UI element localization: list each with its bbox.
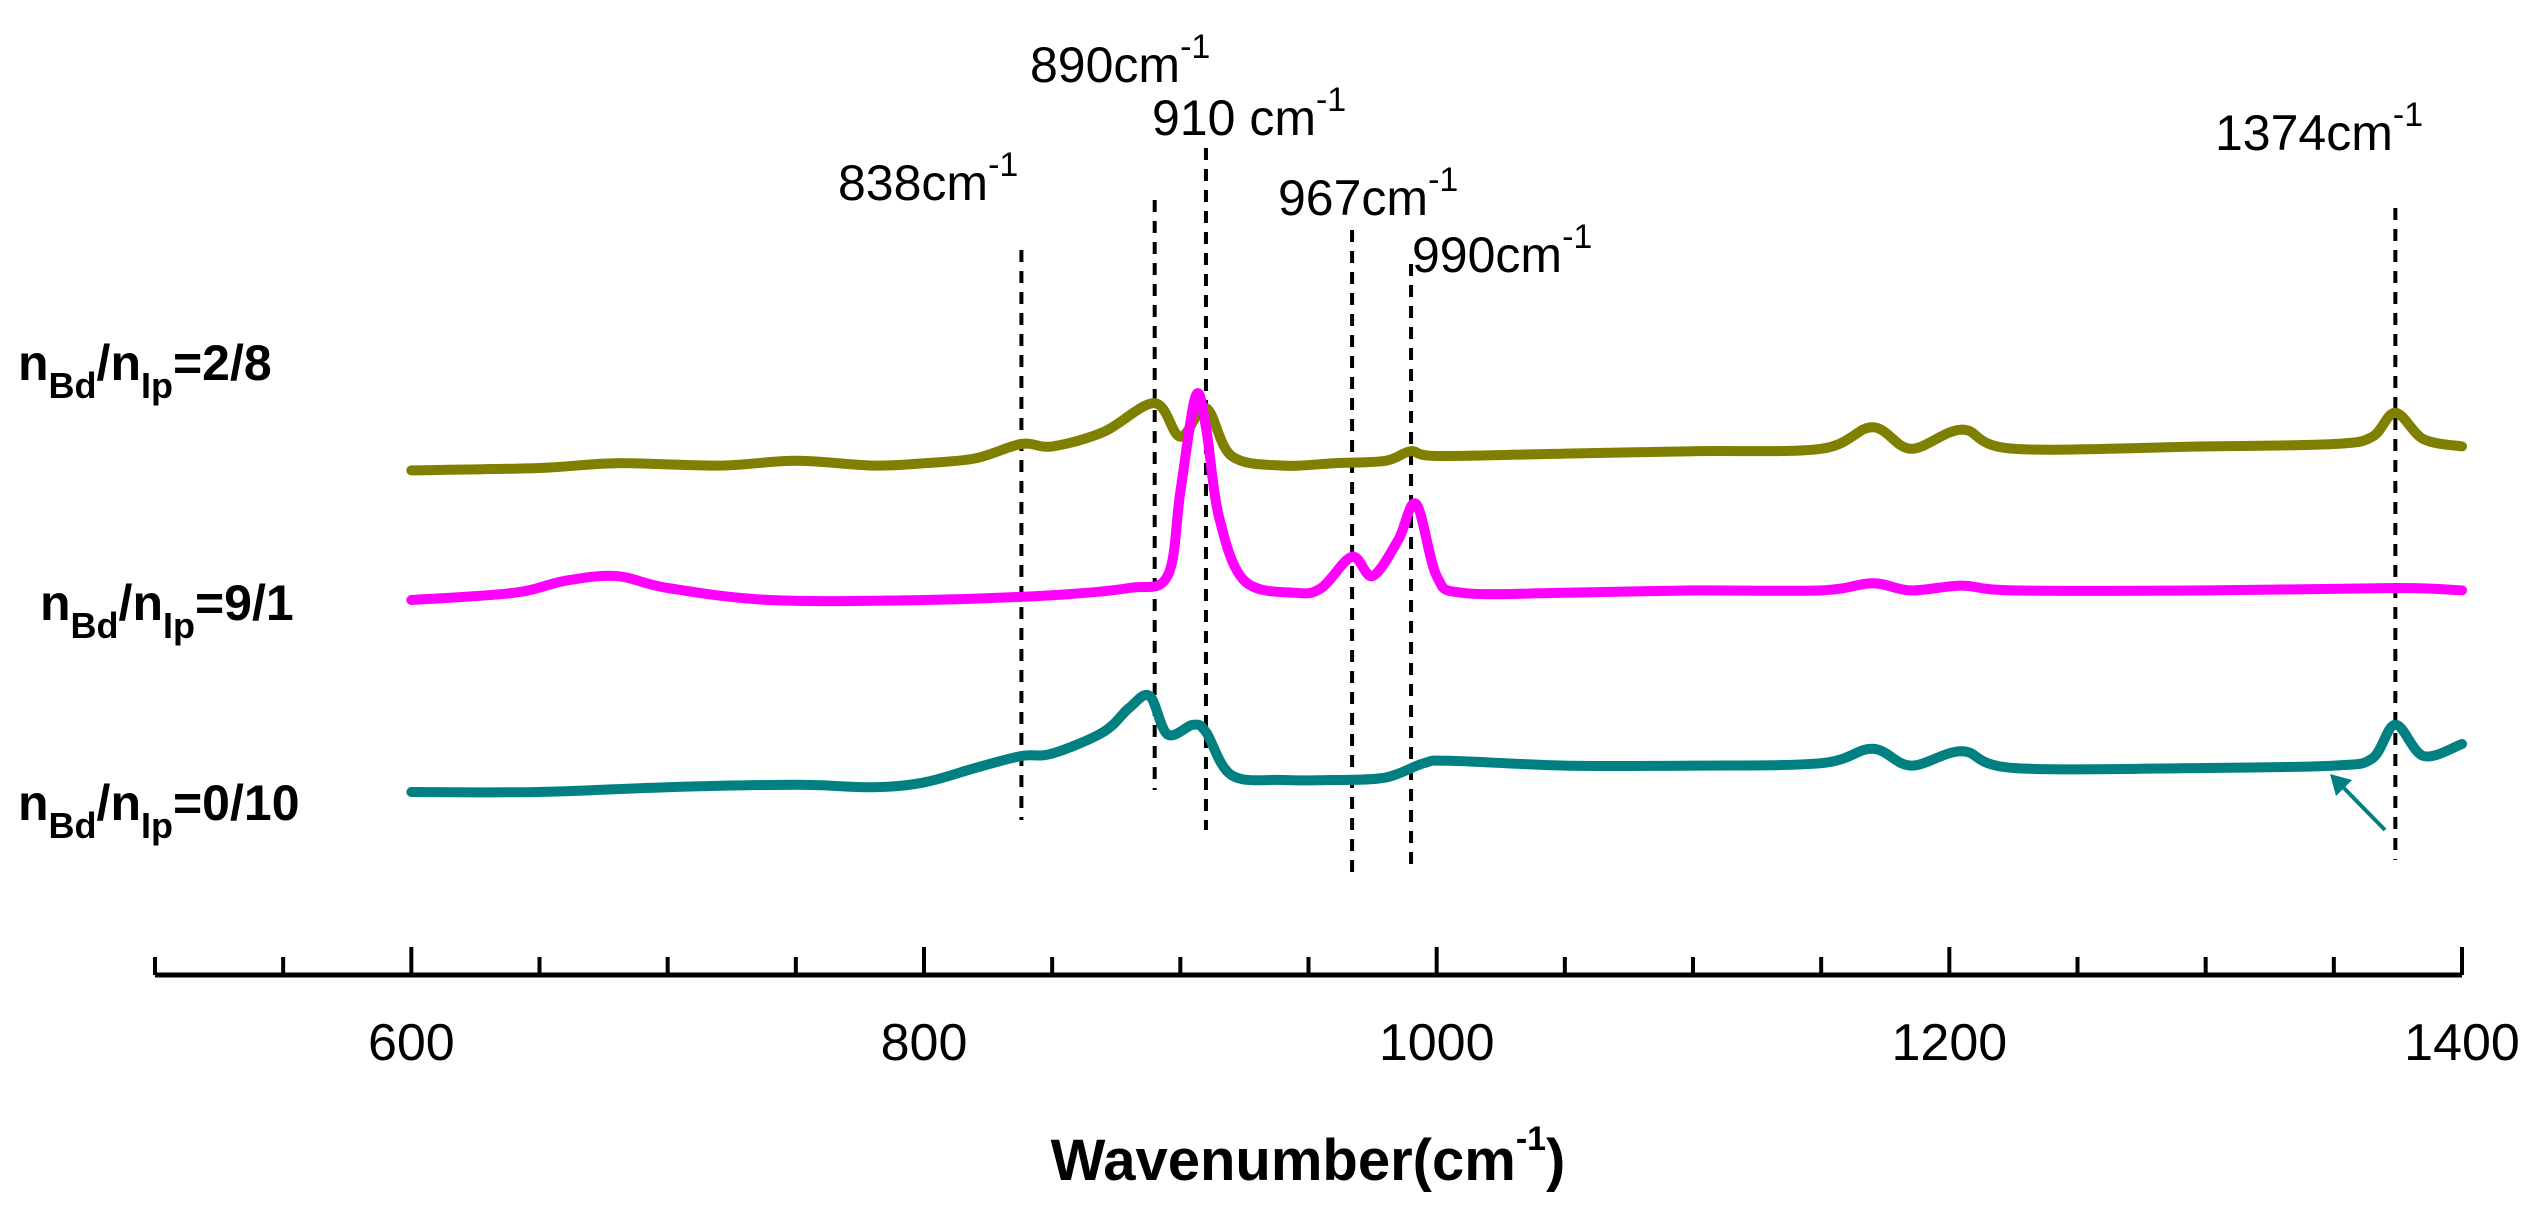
x-axis: 600 800 1000 1200 1400 Wavenumber(cm-1) [153,947,2520,1193]
peak-label: 910 cm-1 [1152,81,1346,146]
x-tick-label: 600 [368,1014,455,1072]
peak-label: 890cm-1 [1030,28,1210,93]
series-line [406,690,2467,798]
series-label: nBd/nIp=0/10 [18,775,300,846]
x-tick-label: 1000 [1379,1014,1495,1072]
series-line [406,398,2467,476]
peak-label: 990cm-1 [1412,218,1592,283]
peak-label: 1374cm-1 [2215,96,2423,161]
series-label: nBd/nIp=9/1 [40,575,294,646]
peak-label: 967cm-1 [1278,161,1458,226]
peak-label: 838cm-1 [838,146,1018,211]
x-tick-label: 800 [881,1014,968,1072]
x-axis-title: Wavenumber(cm-1) [1051,1120,1566,1193]
series-line [406,388,2467,607]
spectra [406,388,2467,832]
arrow-annotation [2336,780,2387,832]
arrow-head [2330,774,2352,796]
x-tick-label: 1200 [1891,1014,2007,1072]
x-tick-label: 1400 [2404,1014,2520,1072]
series-label: nBd/nIp=2/8 [18,335,272,406]
